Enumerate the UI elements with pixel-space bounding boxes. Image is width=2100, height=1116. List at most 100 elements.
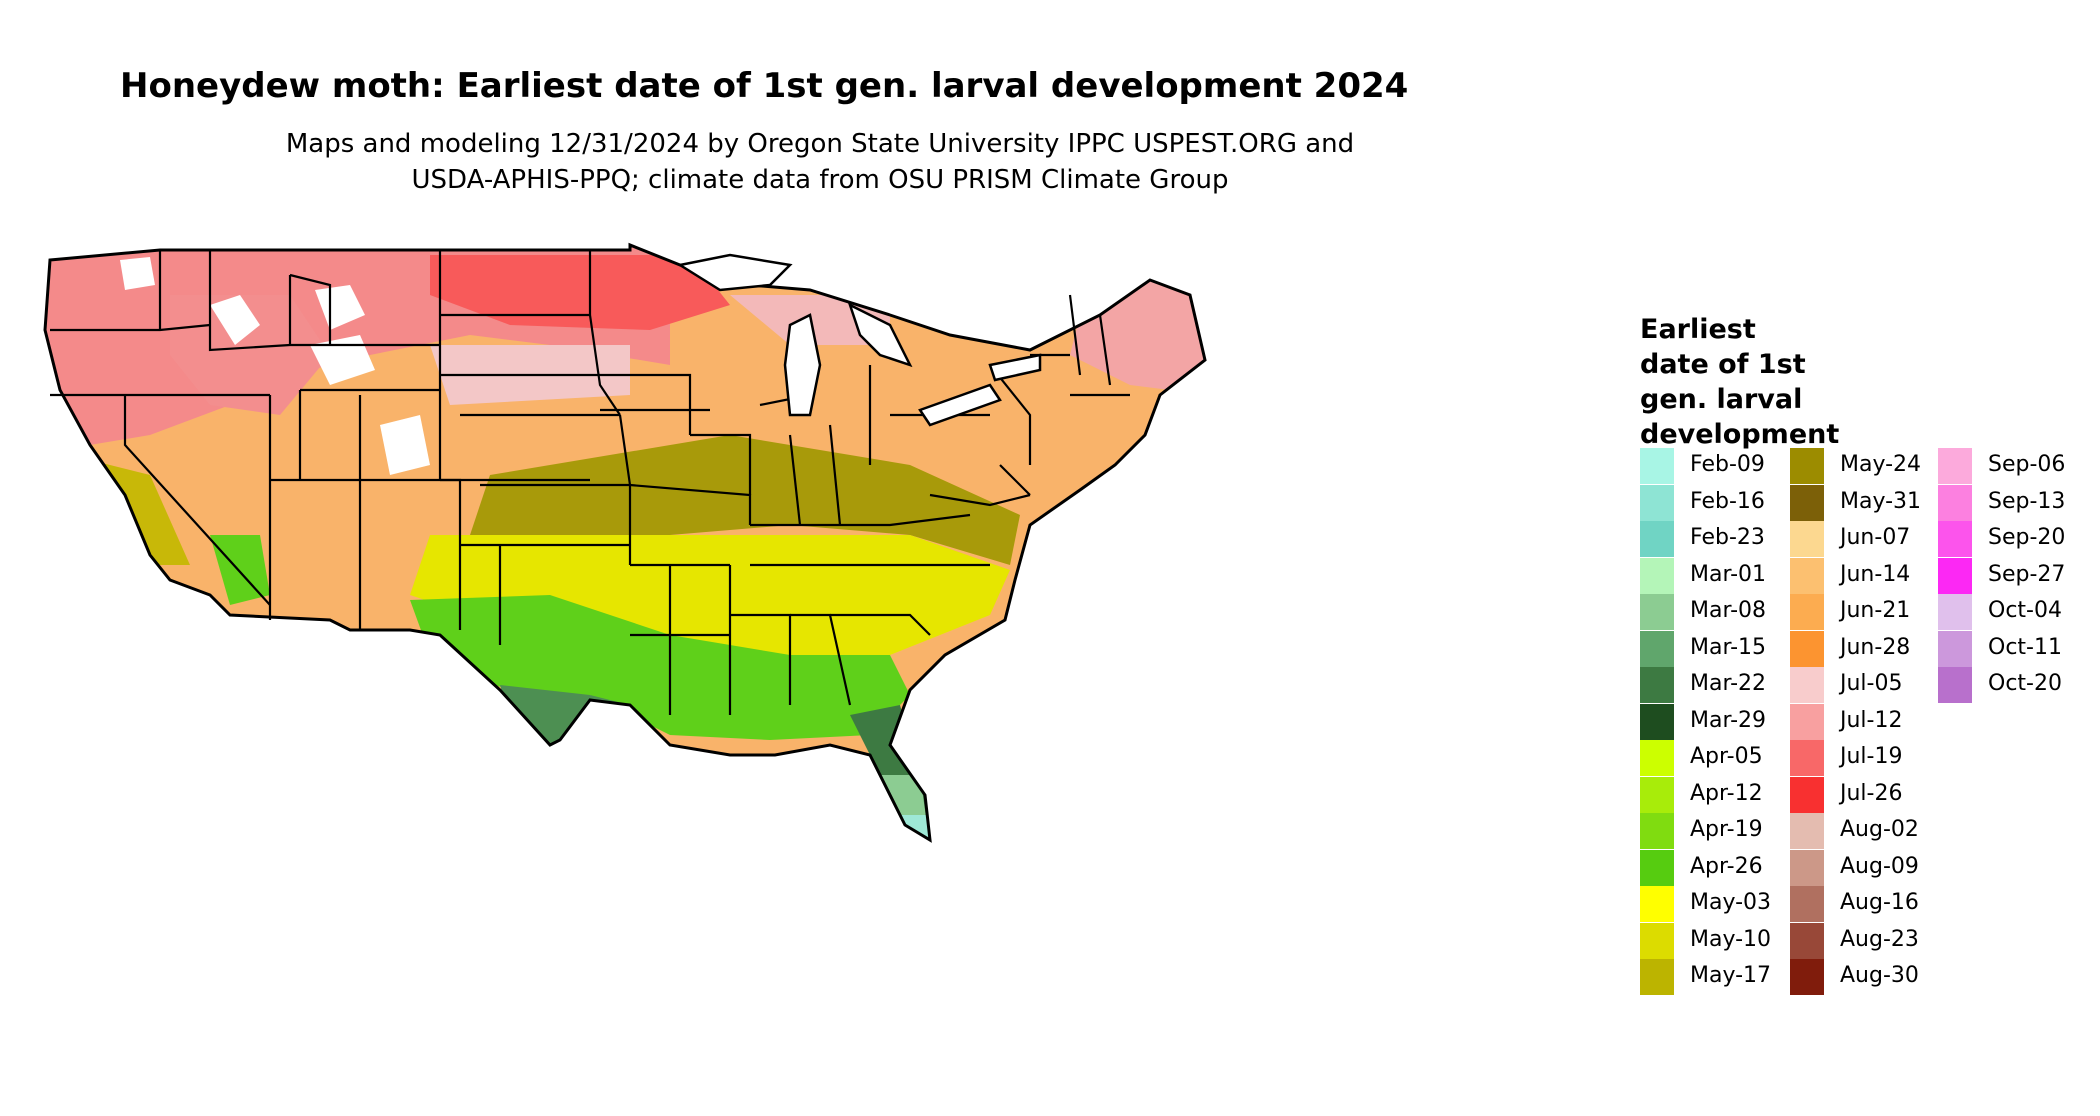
great-lakes xyxy=(676,253,1042,427)
legend-item: Sep-13 xyxy=(1938,484,2098,521)
legend-swatch xyxy=(1790,448,1824,484)
legend-item: Jul-12 xyxy=(1790,703,1950,740)
legend-item: Apr-05 xyxy=(1640,740,1800,776)
legend-item: Aug-16 xyxy=(1790,886,1950,922)
legend-label: May-10 xyxy=(1690,926,1772,952)
legend-item: Mar-08 xyxy=(1640,594,1800,630)
legend-label: Feb-09 xyxy=(1690,452,1765,477)
legend-swatch xyxy=(1790,922,1824,959)
legend-label: Mar-01 xyxy=(1690,561,1767,587)
legend-label: Mar-29 xyxy=(1690,707,1767,733)
legend-swatch xyxy=(1640,740,1674,776)
legend-item: Oct-20 xyxy=(1938,667,2098,703)
legend-label: Jun-28 xyxy=(1840,634,1911,660)
legend-label: Apr-05 xyxy=(1690,744,1763,769)
legend-item: Apr-19 xyxy=(1640,813,1800,849)
legend-swatch xyxy=(1938,667,1972,703)
us-map-svg xyxy=(43,242,1207,843)
legend-label: Mar-15 xyxy=(1690,634,1767,660)
legend-label: Mar-08 xyxy=(1690,598,1767,623)
legend-swatch xyxy=(1790,776,1824,813)
legend-swatch xyxy=(1640,667,1674,703)
legend-label: Apr-19 xyxy=(1690,817,1763,842)
legend-item: Sep-06 xyxy=(1938,448,2098,484)
legend-label: Sep-06 xyxy=(1988,452,2066,477)
legend-item: Oct-11 xyxy=(1938,630,2098,667)
legend-item: Jun-14 xyxy=(1790,557,1950,594)
state-borders xyxy=(50,250,1130,715)
legend-swatch xyxy=(1640,813,1674,849)
legend-label: Sep-20 xyxy=(1988,525,2066,550)
legend-swatch xyxy=(1640,922,1674,959)
legend-label: Oct-20 xyxy=(1988,671,2062,696)
legend-item: May-10 xyxy=(1640,922,1800,959)
legend-item: Jul-05 xyxy=(1790,667,1950,703)
legend-swatch xyxy=(1790,594,1824,630)
legend-item: Mar-01 xyxy=(1640,557,1800,594)
legend-item: Jul-19 xyxy=(1790,740,1950,776)
legend-label: Jun-14 xyxy=(1840,561,1911,587)
legend-label: Mar-22 xyxy=(1690,671,1767,696)
legend-swatch xyxy=(1790,521,1824,557)
legend-swatch xyxy=(1938,630,1972,667)
legend-label: Jul-19 xyxy=(1840,744,1903,769)
legend-swatch xyxy=(1640,594,1674,630)
legend-title-line-2: date of 1st xyxy=(1640,349,1806,380)
legend-item: Sep-20 xyxy=(1938,521,2098,557)
us-border xyxy=(43,242,1207,843)
legend-swatch xyxy=(1790,484,1824,521)
legend-label: Jun-07 xyxy=(1840,525,1911,550)
legend-label: May-03 xyxy=(1690,890,1772,915)
subtitle-line-2: USDA-APHIS-PPQ; climate data from OSU PR… xyxy=(411,165,1229,195)
legend-swatch xyxy=(1640,484,1674,521)
legend-swatch xyxy=(1640,448,1674,484)
legend-label: Jun-21 xyxy=(1840,598,1911,623)
legend-label: May-24 xyxy=(1840,452,1922,477)
legend-label: Jul-12 xyxy=(1840,707,1903,733)
legend-item: Mar-15 xyxy=(1640,630,1800,667)
legend-item: Jun-07 xyxy=(1790,521,1950,557)
legend-item: May-24 xyxy=(1790,448,1950,484)
legend-item: Aug-02 xyxy=(1790,813,1950,849)
legend-swatch xyxy=(1640,776,1674,813)
map-subtitle: Maps and modeling 12/31/2024 by Oregon S… xyxy=(150,126,1490,198)
legend-label: Feb-23 xyxy=(1690,525,1765,550)
legend-title-line-3: gen. larval xyxy=(1640,384,1803,415)
legend-swatch xyxy=(1640,959,1674,995)
legend-item: Jun-21 xyxy=(1790,594,1950,630)
legend-item: Feb-09 xyxy=(1640,448,1800,484)
legend-swatch xyxy=(1938,484,1972,521)
legend-swatch xyxy=(1938,521,1972,557)
legend-item: Feb-16 xyxy=(1640,484,1800,521)
legend-label: Sep-27 xyxy=(1988,561,2066,587)
legend-item: Mar-22 xyxy=(1640,667,1800,703)
legend-label: Aug-30 xyxy=(1840,963,1919,988)
legend-label: Aug-09 xyxy=(1840,853,1919,879)
legend-swatch xyxy=(1640,886,1674,922)
legend-swatch xyxy=(1938,448,1972,484)
legend-swatch xyxy=(1790,557,1824,594)
legend-item: Sep-27 xyxy=(1938,557,2098,594)
legend-label: May-31 xyxy=(1840,488,1922,514)
legend-item: Apr-26 xyxy=(1640,849,1800,886)
legend-swatch xyxy=(1938,557,1972,594)
legend-swatch xyxy=(1790,703,1824,740)
legend-swatch xyxy=(1640,521,1674,557)
legend-swatch xyxy=(1790,667,1824,703)
map-shading xyxy=(45,245,1205,840)
map-title: Honeydew moth: Earliest date of 1st gen.… xyxy=(120,66,1409,106)
legend-title-line-1: Earliest xyxy=(1640,314,1756,345)
legend-label: Jul-26 xyxy=(1840,780,1903,806)
legend-title: Earliest date of 1st gen. larval develop… xyxy=(1640,312,1839,452)
legend-label: Feb-16 xyxy=(1690,488,1765,514)
legend-title-line-4: development xyxy=(1640,419,1840,450)
legend-swatch xyxy=(1790,886,1824,922)
legend-item: Feb-23 xyxy=(1640,521,1800,557)
legend-label: Aug-16 xyxy=(1840,890,1919,915)
legend-item: May-17 xyxy=(1640,959,1800,995)
legend-label: Jul-05 xyxy=(1840,671,1903,696)
legend-item: May-31 xyxy=(1790,484,1950,521)
legend-label: Sep-13 xyxy=(1988,488,2066,514)
legend-item: May-03 xyxy=(1640,886,1800,922)
us-map xyxy=(30,235,1610,1055)
